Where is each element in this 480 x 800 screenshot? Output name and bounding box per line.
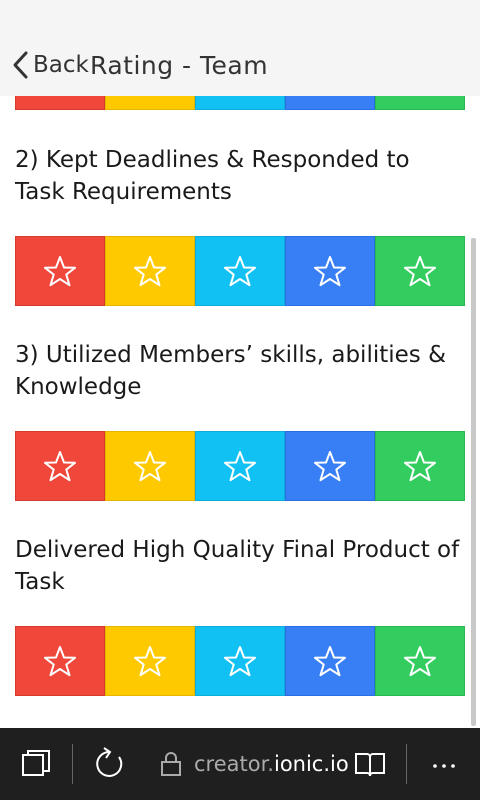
scrollbar[interactable] [471, 238, 476, 726]
rating-3-star-4[interactable] [285, 431, 375, 501]
more-icon[interactable] [426, 746, 462, 782]
rating-2-star-4[interactable] [285, 236, 375, 306]
star-outline-icon [314, 451, 346, 482]
rating-1-star-4[interactable] [285, 96, 375, 110]
star-outline-icon [44, 256, 76, 287]
star-outline-icon [224, 256, 256, 287]
star-outline-icon [314, 646, 346, 677]
rating-1-star-3[interactable] [195, 96, 285, 110]
rating-4-star-2[interactable] [105, 626, 195, 696]
star-outline-icon [404, 451, 436, 482]
rating-1-star-1[interactable] [15, 96, 105, 110]
rating-1-star-2[interactable] [105, 96, 195, 110]
rating-3-star-3[interactable] [195, 431, 285, 501]
rating-4-star-1[interactable] [15, 626, 105, 696]
lock-icon [161, 752, 181, 776]
address-bar[interactable]: creator. ionic.io [160, 748, 350, 780]
star-outline-icon [134, 256, 166, 287]
page-title: Rating - Team [90, 50, 269, 80]
star-outline-icon [314, 256, 346, 287]
url-domain: ionic.io [273, 752, 349, 776]
rating-2-star-1[interactable] [15, 236, 105, 306]
rating-1-star-5[interactable] [375, 96, 465, 110]
rating-2-star-2[interactable] [105, 236, 195, 306]
divider [406, 744, 407, 784]
rating-row-1 [15, 96, 465, 110]
rating-4-star-5[interactable] [375, 626, 465, 696]
tabs-icon[interactable] [18, 746, 54, 782]
divider [72, 744, 73, 784]
url-prefix: creator. [194, 752, 274, 776]
refresh-icon[interactable] [92, 746, 128, 782]
rating-3-star-2[interactable] [105, 431, 195, 501]
star-outline-icon [44, 451, 76, 482]
back-button[interactable]: Back [10, 48, 89, 82]
rating-row-4 [15, 626, 465, 696]
rating-3-star-1[interactable] [15, 431, 105, 501]
star-outline-icon [134, 451, 166, 482]
rating-2-star-3[interactable] [195, 236, 285, 306]
rating-3-star-5[interactable] [375, 431, 465, 501]
reading-view-icon[interactable] [352, 746, 388, 782]
star-outline-icon [44, 646, 76, 677]
rating-2-star-5[interactable] [375, 236, 465, 306]
question-2: 2) Kept Deadlines & Responded to Task Re… [15, 147, 410, 205]
star-outline-icon [404, 646, 436, 677]
back-label: Back [33, 52, 89, 78]
star-outline-icon [404, 256, 436, 287]
star-outline-icon [224, 646, 256, 677]
rating-row-2 [15, 236, 465, 306]
app-header: Back Rating - Team [0, 0, 480, 96]
chevron-left-icon [13, 51, 28, 79]
rating-4-star-4[interactable] [285, 626, 375, 696]
question-3: 3) Utilized Members’ skills, abilities &… [15, 342, 447, 400]
question-4: Delivered High Quality Final Product of … [15, 537, 460, 595]
rating-content: 2) Kept Deadlines & Responded to Task Re… [0, 96, 480, 728]
rating-row-3 [15, 431, 465, 501]
star-outline-icon [224, 451, 256, 482]
star-outline-icon [134, 646, 166, 677]
rating-4-star-3[interactable] [195, 626, 285, 696]
browser-bottom-bar: creator. ionic.io [0, 728, 480, 800]
